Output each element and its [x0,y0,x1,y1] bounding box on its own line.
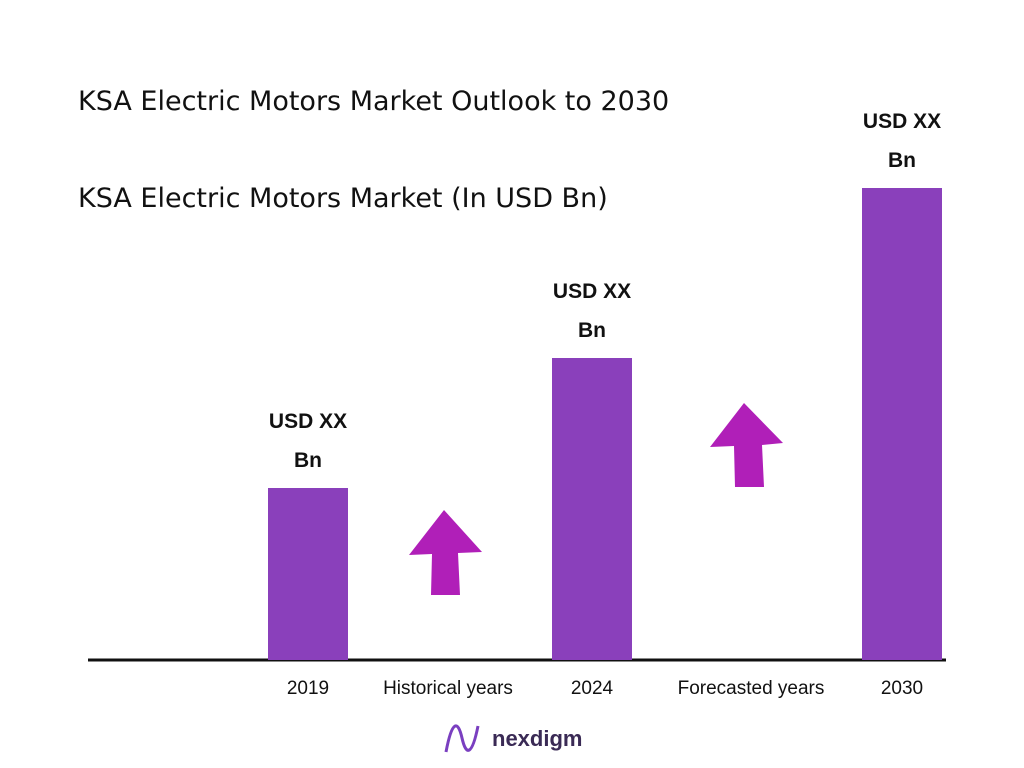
value-label: USD XX Bn [268,410,348,472]
bar [862,188,942,660]
growth-arrow [710,403,783,487]
logo-icon [444,724,480,753]
value-label: USD XX Bn [552,280,632,342]
bar [268,488,348,660]
growth-arrow [409,510,482,595]
value-label: USD XX Bn [862,110,942,172]
x-tick-label: 2024 [570,678,614,699]
annotation: Historical years [383,678,513,699]
x-tick-label: 2019 [286,678,330,699]
chart-title: KSA Electric Motors Market Outlook to 20… [78,86,670,117]
x-tick-label: 2030 [880,678,924,699]
chart-subtitle: KSA Electric Motors Market (In USD Bn) [78,183,608,214]
annotation: Forecasted years [677,678,825,699]
bar [552,358,632,660]
logo: nexdigm [492,726,583,751]
